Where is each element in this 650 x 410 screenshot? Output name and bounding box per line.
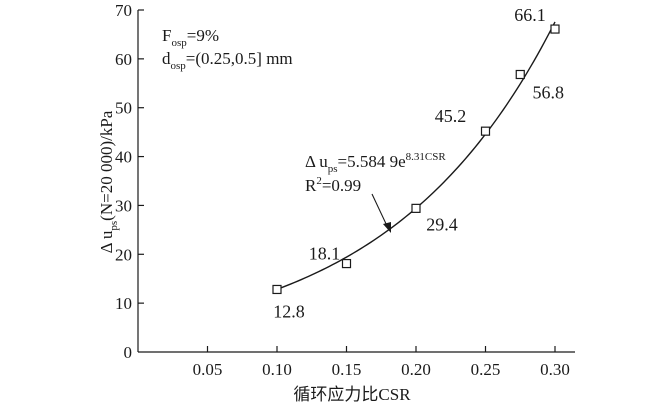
fit-equation-sub: ps (328, 163, 338, 175)
data-point-label: 45.2 (435, 106, 467, 126)
plot-area: 0.05 0.10 0.15 0.20 0.25 0.30 0 10 20 30 40 50 60 70… (115, 1, 575, 379)
x-ticks: 0.05 0.10 0.15 0.20 0.25 0.30 (193, 346, 570, 379)
data-point-marker (411, 203, 421, 213)
r2-sup: 2 (316, 175, 322, 187)
y-tick-label: 60 (115, 50, 132, 69)
equation-arrow-head (383, 222, 391, 233)
data-point-marker (341, 258, 352, 269)
y-axis-title-sub: ps (108, 221, 120, 231)
equation-arrow-shaft (371, 193, 389, 229)
equation-arrow (371, 193, 391, 233)
y-axis-title-suffix: (N=20 000)/kPa (97, 110, 116, 221)
x-tick-label: 0.25 (471, 360, 501, 379)
param-f-main: F (162, 26, 171, 45)
data-point-marker (272, 284, 282, 295)
y-axis-title-prefix: Δ u (97, 230, 116, 253)
data-labels: 12.8 18.1 29.4 45.2 56.8 66.1 (273, 5, 564, 321)
data-point-label: 66.1 (514, 5, 546, 25)
param-d-main: d (162, 49, 171, 68)
data-markers (272, 24, 560, 295)
param-d-osp: dosp=(0.25,0.5] mm (162, 49, 293, 72)
fit-equation-prefix: Δ u (305, 152, 328, 171)
y-tick-label: 70 (115, 1, 132, 20)
x-tick-label: 0.30 (540, 360, 570, 379)
param-f-tail: =9% (187, 26, 219, 45)
data-point-marker (515, 69, 525, 80)
param-f-sub: osp (171, 37, 187, 49)
x-tick-label: 0.10 (262, 360, 292, 379)
y-tick-label: 50 (115, 99, 132, 118)
r2-tail: =0.99 (322, 176, 361, 195)
data-point-label: 29.4 (426, 214, 458, 234)
y-tick-label: 40 (115, 148, 132, 167)
fit-equation: Δ ups=5.584 9e8.31CSR (305, 151, 446, 175)
fit-equation-sup: 8.31CSR (406, 151, 447, 163)
data-point-marker (550, 24, 560, 34)
data-point-marker (480, 126, 491, 136)
y-tick-label: 0 (124, 343, 133, 362)
param-d-tail: =(0.25,0.5] mm (186, 49, 293, 68)
x-tick-label: 0.05 (193, 360, 223, 379)
data-point-label: 18.1 (309, 244, 341, 264)
y-tick-label: 20 (115, 245, 132, 264)
y-tick-label: 10 (115, 294, 132, 313)
data-point-label: 56.8 (533, 82, 565, 102)
x-tick-label: 0.15 (332, 360, 362, 379)
param-f-osp: Fosp=9% (162, 26, 219, 49)
fit-equation-mid: =5.584 9e (338, 152, 406, 171)
y-tick-label: 30 (115, 196, 132, 215)
y-axis-title: Δ ups(N=20 000)/kPa (97, 110, 120, 253)
x-axis-title: 循环应力比CSR (293, 385, 411, 404)
data-point-label: 12.8 (273, 301, 305, 321)
r2-main: R (305, 176, 317, 195)
x-tick-label: 0.20 (401, 360, 431, 379)
fit-r-squared: R2=0.99 (305, 175, 361, 195)
param-d-sub: osp (171, 60, 187, 72)
y-ticks: 0 10 20 30 40 50 60 70 (115, 1, 144, 362)
